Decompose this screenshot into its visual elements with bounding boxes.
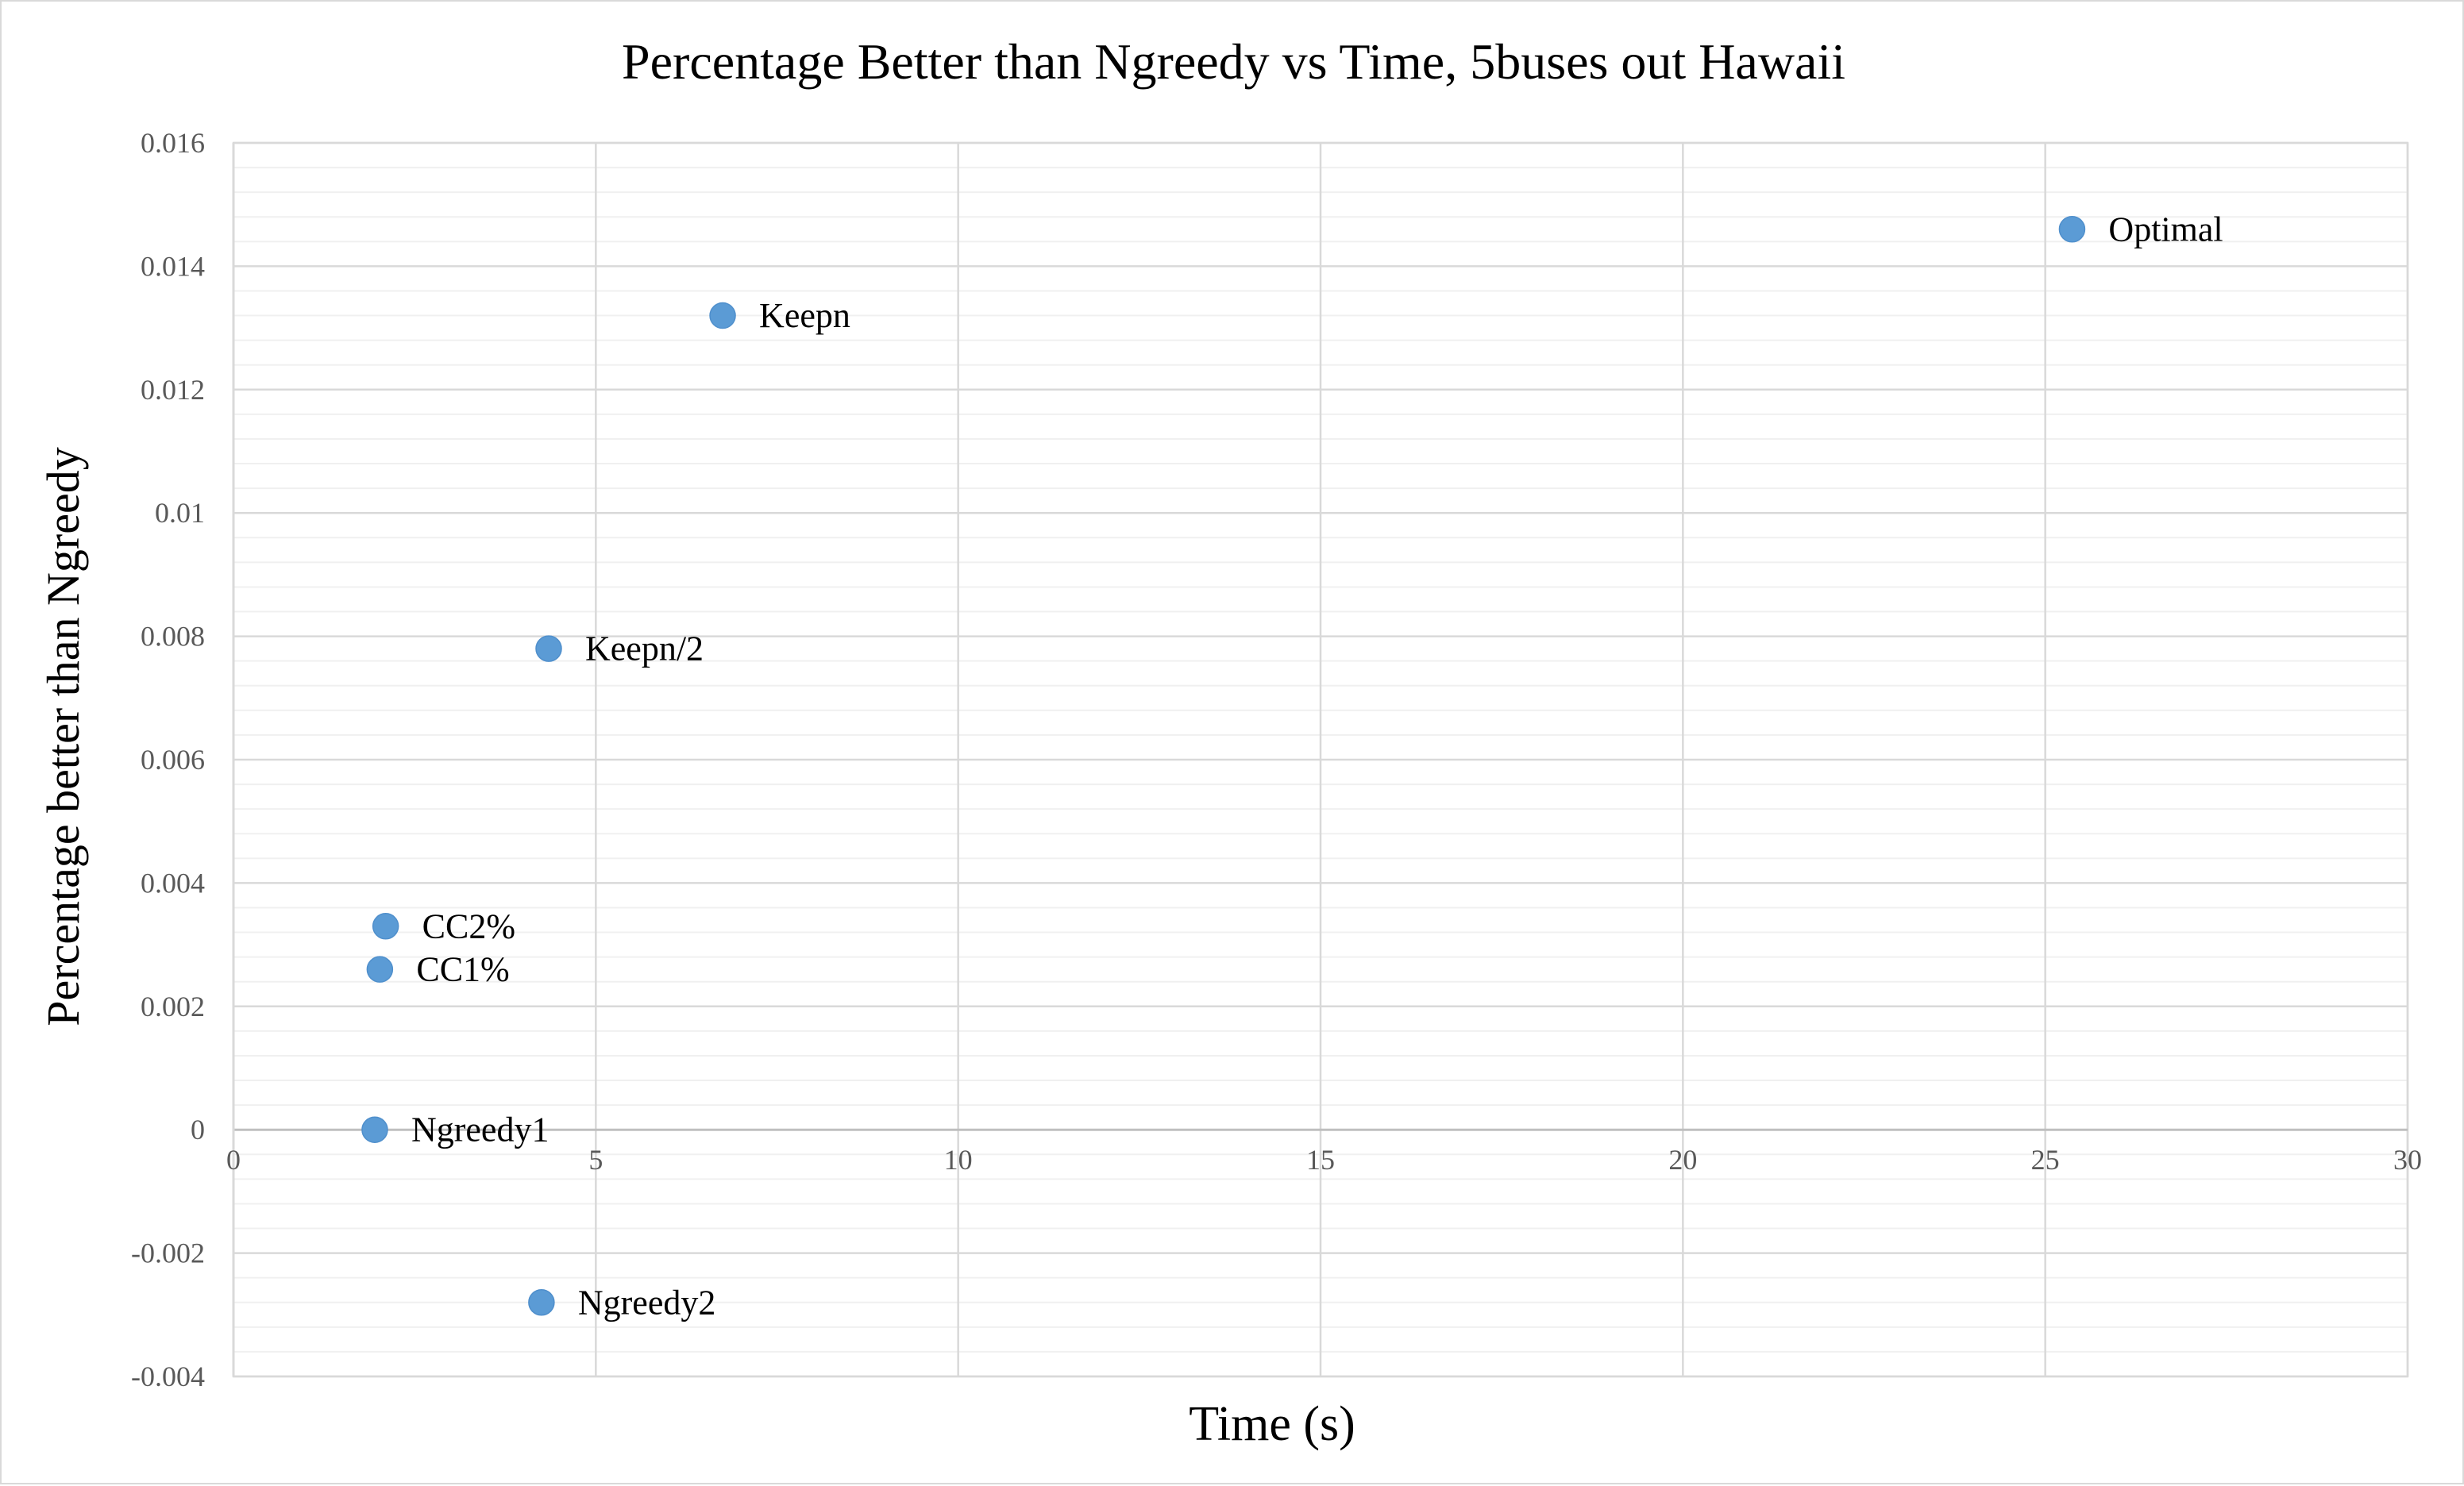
data-point (361, 1116, 388, 1143)
data-label: Optimal (2108, 210, 2223, 248)
data-point (535, 635, 562, 662)
y-tick-label: 0.006 (141, 744, 205, 776)
gridlines (232, 141, 2409, 1378)
data-point (709, 302, 736, 329)
tick-labels: 0.016 0.014 0.012 0.01 0.008 0.006 0.004 0.002 0… (131, 127, 2422, 1392)
x-tick-label: 20 (1668, 1144, 1697, 1176)
x-tick-label: 30 (2393, 1144, 2422, 1176)
data-point (372, 913, 399, 940)
y-tick-label: -0.004 (131, 1361, 205, 1392)
data-points (361, 216, 2086, 1316)
axes (232, 143, 2408, 1376)
data-label: CC2% (422, 907, 515, 945)
data-label: Ngreedy1 (411, 1111, 549, 1149)
y-tick-label: 0.002 (141, 991, 205, 1022)
data-point (366, 956, 394, 983)
y-tick-label: 0.008 (141, 621, 205, 653)
x-tick-label: 0 (226, 1144, 241, 1176)
y-tick-label: 0.004 (141, 867, 205, 899)
data-label: CC1% (416, 950, 509, 989)
data-point (2058, 216, 2086, 243)
data-label: Ngreedy2 (578, 1283, 716, 1322)
y-tick-label: 0.012 (141, 374, 205, 406)
data-label: Keepn/2 (585, 629, 704, 668)
y-axis-title: Percentage better than Ngreedy (37, 447, 90, 1026)
x-tick-label: 15 (1306, 1144, 1335, 1176)
data-point (528, 1289, 555, 1316)
y-tick-label: -0.002 (131, 1238, 205, 1269)
x-tick-label: 10 (944, 1144, 973, 1176)
x-tick-label: 5 (588, 1144, 603, 1176)
y-tick-label: 0.014 (141, 250, 205, 282)
x-axis-title: Time (s) (1189, 1397, 1355, 1451)
chart-title: Percentage Better than Ngreedy vs Time, … (622, 33, 1845, 90)
x-tick-label: 25 (2031, 1144, 2060, 1176)
y-tick-label: 0.016 (141, 127, 205, 159)
y-tick-label: 0.01 (155, 497, 205, 529)
data-labels: Optimal Keepn Keepn/2 CC2% CC1% Ngreedy1 Ngree… (411, 210, 2223, 1322)
data-label: Keepn (759, 296, 850, 335)
y-tick-label: 0 (191, 1114, 205, 1145)
